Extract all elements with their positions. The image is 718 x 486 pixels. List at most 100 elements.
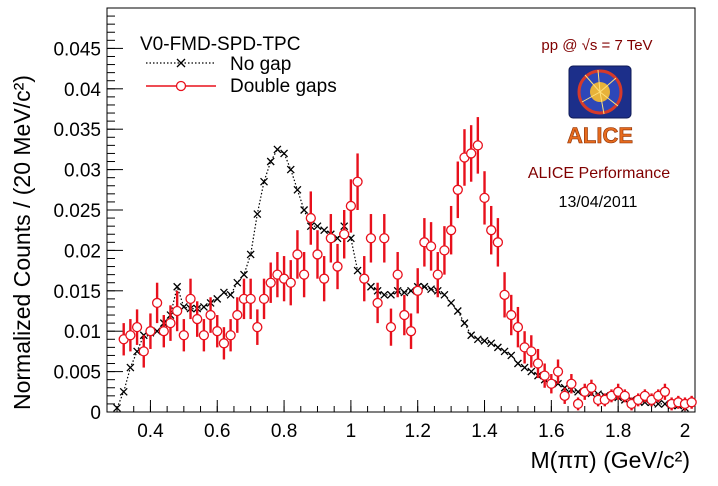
x-tick-label: 0.4: [137, 421, 164, 442]
y-axis-title: Normalized Counts / (20 MeV/c²): [9, 75, 35, 410]
double-gaps-point: [198, 330, 210, 341]
no-gap-point: [173, 282, 182, 291]
double-gaps-point: [572, 398, 584, 410]
y-tick-label: 0.01: [64, 322, 101, 343]
x-tick-label: 1.4: [471, 421, 498, 442]
no-gap-point: [473, 335, 482, 344]
double-gaps-point: [325, 233, 336, 244]
double-gaps-point: [285, 277, 296, 288]
double-gaps-point: [178, 330, 189, 341]
y-tick-label: 0.02: [64, 241, 101, 262]
double-gaps-point: [245, 293, 256, 305]
double-gaps-point: [151, 297, 163, 309]
no-gap-point: [273, 145, 282, 154]
y-tick-label: 0.015: [53, 282, 101, 303]
double-gaps-point: [305, 212, 316, 224]
no-gap-point: [293, 185, 302, 194]
no-gap-point: [113, 404, 121, 412]
double-gaps-point: [265, 277, 276, 288]
no-gap-line: [116, 148, 686, 409]
no-gap-point: [520, 363, 529, 372]
double-gaps-point: [345, 200, 357, 212]
double-gaps-point: [339, 229, 350, 240]
no-gap-point: [219, 288, 228, 297]
no-gap-point: [447, 298, 456, 307]
double-gaps-point: [532, 358, 544, 369]
no-gap-point: [286, 165, 295, 174]
double-gaps-point: [405, 326, 417, 337]
double-gaps-point: [312, 249, 323, 260]
axes: 0.4 0.6 0.8 1 1.2 1.4 1.6 1.8 2 0 0.005 0.01 0.015 0.…: [53, 15, 690, 442]
double-gaps-point: [372, 297, 383, 309]
no-gap-point: [480, 336, 489, 345]
legend-no-gap-label: No gap: [230, 54, 291, 75]
no-gap-point: [427, 285, 436, 294]
x-tick-label: 1: [346, 421, 357, 442]
double-gaps-point: [499, 289, 510, 300]
double-gaps-point: [185, 293, 196, 305]
y-tick-label: 0.025: [53, 201, 101, 222]
double-gaps-point: [165, 317, 176, 329]
legend-title: V0-FMD-SPD-TPC: [140, 34, 300, 55]
no-gap-point: [313, 222, 322, 231]
double-gaps-point: [552, 366, 564, 377]
double-gaps-point: [385, 322, 397, 333]
double-gaps-point: [439, 245, 450, 256]
double-gaps-point: [379, 233, 390, 244]
no-gap-point: [500, 347, 509, 356]
no-gap-point: [266, 157, 275, 166]
energy-label: pp @ √s = 7 TeV: [541, 37, 652, 54]
double-gaps-point: [559, 390, 570, 401]
double-gaps-point: [225, 330, 236, 341]
double-gaps-point: [292, 249, 303, 260]
double-gaps-point: [212, 326, 223, 337]
x-tick-label: 1.2: [404, 421, 430, 442]
y-tick-label: 0.035: [53, 120, 101, 141]
double-gaps-point: [486, 225, 497, 236]
double-gaps-point: [466, 148, 477, 159]
double-gaps-point: [131, 322, 143, 333]
no-gap-point: [493, 343, 502, 352]
double-gaps-point: [392, 269, 403, 280]
double-gaps-point: [472, 140, 483, 151]
no-gap-point: [126, 363, 135, 372]
series-no-gap: [113, 145, 689, 412]
no-gap-point: [527, 367, 536, 376]
no-gap-point: [300, 206, 309, 214]
double-gaps-point: [359, 273, 370, 284]
no-gap-point: [226, 290, 235, 299]
no-gap-point: [119, 387, 128, 396]
double-gaps-point: [566, 378, 577, 389]
double-gaps-point: [452, 184, 463, 195]
series-double-gaps: [118, 117, 697, 411]
double-gaps-point: [138, 346, 149, 357]
no-gap-point: [260, 177, 268, 186]
performance-label: ALICE Performance: [528, 165, 670, 182]
double-gaps-point: [546, 378, 557, 389]
double-gaps-point: [319, 273, 330, 284]
x-axis-title: M(ππ) (GeV/c²): [531, 447, 691, 473]
no-gap-point: [453, 307, 462, 315]
double-gaps-point: [399, 309, 410, 321]
no-gap-point: [353, 266, 362, 275]
double-gaps-point: [365, 233, 377, 244]
double-gaps-point: [412, 285, 423, 296]
y-tick-label: 0.03: [64, 161, 101, 182]
double-gaps-point: [506, 309, 517, 321]
double-gaps-point: [539, 370, 550, 381]
double-gaps-point: [232, 309, 243, 321]
y-tick-label: 0.005: [53, 363, 101, 384]
legend-double-gaps-label: Double gaps: [230, 76, 337, 97]
no-gap-point: [253, 210, 262, 218]
double-gaps-point: [145, 326, 156, 337]
alice-logo: ALICE: [567, 65, 633, 148]
alice-logo-tracks: [581, 69, 619, 115]
double-gaps-point: [479, 192, 490, 204]
double-gaps-point: [252, 322, 263, 333]
no-gap-point: [320, 226, 329, 235]
alice-logo-text: ALICE: [567, 123, 633, 148]
double-gaps-point: [445, 225, 457, 236]
x-tick-label: 1.8: [605, 421, 631, 442]
no-gap-point: [467, 331, 476, 340]
